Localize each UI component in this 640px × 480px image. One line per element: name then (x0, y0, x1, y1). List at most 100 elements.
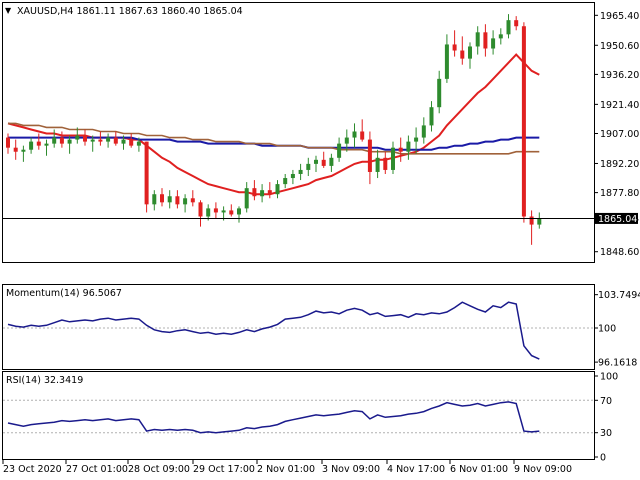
ma-mid-line (8, 136, 540, 151)
bull-candle (152, 194, 157, 205)
symbol-title: XAUUSD,H4 1861.11 1867.63 1860.40 1865.0… (17, 6, 243, 17)
bear-candle (59, 137, 64, 144)
bull-candle (444, 44, 449, 79)
bear-candle (13, 147, 18, 152)
ma-slow-line (8, 122, 540, 155)
bear-candle (367, 139, 372, 172)
bear-candle (175, 196, 180, 205)
bull-candle (21, 149, 26, 152)
bull-candle (283, 178, 288, 185)
bull-candle (44, 143, 49, 146)
bear-candle (321, 159, 326, 166)
bull-candle (537, 218, 542, 225)
bear-candle (6, 137, 10, 148)
indicator-levels (3, 327, 594, 434)
bear-candle (514, 20, 519, 27)
rsi-tick-label: 70 (600, 396, 612, 407)
bull-candle (290, 173, 295, 179)
momentum-panel-frame (2, 284, 595, 370)
rsi-axis: 100 70 30 0 (594, 372, 618, 464)
bull-candle (275, 184, 280, 195)
bull-candle (136, 141, 141, 146)
rsi-line (7, 401, 540, 434)
bear-candle (360, 131, 365, 140)
collapse-arrow-icon[interactable]: ▼ (5, 6, 12, 15)
bear-candle (383, 157, 388, 170)
price-tick-label: 1936.20 (600, 70, 639, 81)
momentum-line (7, 301, 540, 360)
bull-candle (375, 157, 380, 172)
bear-candle (198, 202, 203, 217)
time-tick-label: 27 Oct 01:00 (66, 464, 128, 475)
bull-candle (52, 137, 57, 144)
price-tick-label: 1877.80 (600, 188, 639, 199)
bear-candle (398, 147, 403, 152)
rsi-title: RSI(14) 32.3419 (6, 375, 83, 386)
bull-candle (437, 78, 442, 108)
bull-candle (506, 20, 511, 35)
bear-candle (213, 208, 218, 213)
bull-candle (167, 196, 172, 203)
bear-candle (144, 141, 149, 205)
price-tick-label: 1892.20 (600, 159, 639, 170)
bull-candle (406, 141, 411, 152)
bull-candle (475, 32, 480, 47)
candlestick-series (6, 14, 542, 245)
bull-candle (414, 137, 419, 142)
time-tick-label: 4 Nov 17:00 (387, 464, 445, 475)
bull-candle (121, 139, 126, 144)
bear-candle (267, 190, 272, 195)
bear-candle (113, 137, 118, 144)
bull-candle (106, 137, 111, 142)
bull-candle (314, 159, 318, 164)
bull-candle (67, 139, 72, 144)
time-tick-label: 6 Nov 01:00 (450, 464, 508, 475)
bear-candle (521, 26, 526, 217)
bull-candle (237, 208, 241, 215)
bear-candle (229, 210, 234, 215)
bull-candle (90, 139, 95, 142)
bull-candle (429, 107, 434, 126)
bull-candle (391, 147, 395, 170)
bull-candle (306, 163, 311, 170)
price-tick-label: 1907.00 (600, 129, 639, 140)
bull-candle (206, 208, 211, 217)
bear-candle (129, 139, 134, 146)
rsi-tick-label: 30 (600, 428, 612, 439)
time-axis: 23 Oct 2020 27 Oct 01:00 28 Oct 09:00 29 Oc… (2, 460, 572, 475)
bear-candle (98, 139, 103, 142)
time-tick-label: 23 Oct 2020 (3, 464, 62, 475)
price-tick-label: 1848.60 (600, 247, 639, 258)
bull-candle (468, 46, 472, 59)
bull-candle (260, 190, 265, 197)
bear-candle (460, 50, 465, 59)
rsi-panel-frame (2, 371, 595, 460)
bull-candle (75, 135, 80, 140)
time-tick-label: 9 Nov 09:00 (514, 464, 572, 475)
time-tick-label: 3 Nov 09:00 (322, 464, 380, 475)
bull-candle (183, 198, 188, 205)
bull-candle (344, 137, 349, 144)
bull-candle (421, 125, 426, 138)
bear-candle (483, 32, 488, 49)
bull-candle (491, 38, 496, 49)
momentum-tick-label: 96.1618 (598, 358, 637, 369)
time-tick-label: 29 Oct 17:00 (193, 464, 255, 475)
bear-candle (529, 216, 534, 225)
bull-candle (29, 141, 34, 150)
bull-candle (329, 157, 334, 166)
time-tick-label: 28 Oct 09:00 (128, 464, 190, 475)
bull-candle (352, 131, 357, 138)
bear-candle (252, 188, 257, 197)
bear-candle (83, 135, 87, 142)
rsi-tick-label: 0 (600, 453, 606, 464)
bull-candle (244, 188, 249, 209)
time-tick-label: 2 Nov 01:00 (257, 464, 315, 475)
bull-candle (498, 34, 503, 39)
momentum-tick-label: 103.7494 (598, 290, 640, 301)
bear-candle (36, 141, 41, 146)
momentum-tick-label: 100 (598, 324, 616, 335)
price-tick-label: 1921.40 (600, 100, 639, 111)
bear-candle (452, 44, 457, 51)
